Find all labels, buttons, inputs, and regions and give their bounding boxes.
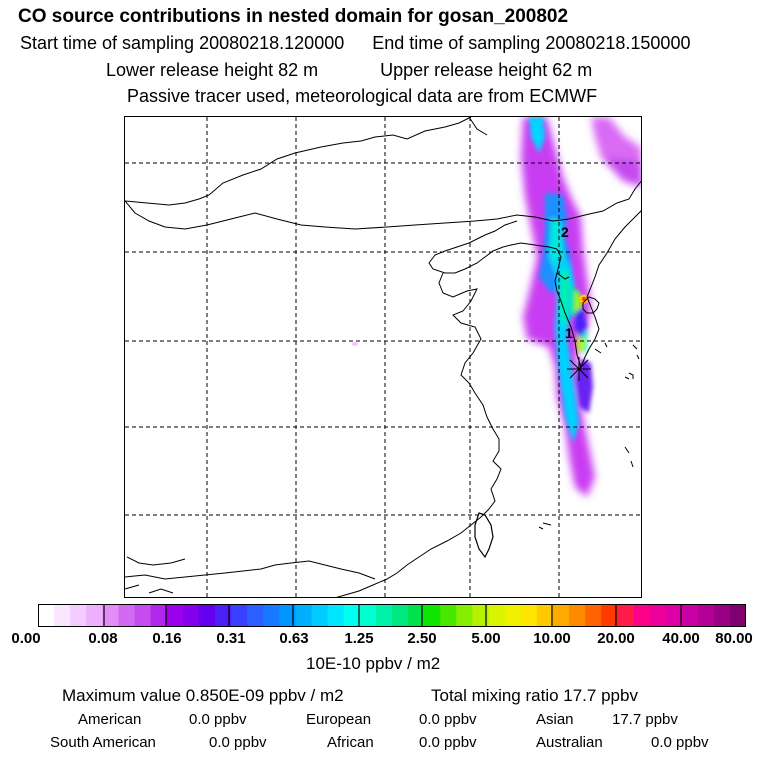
colorbar-swatch bbox=[536, 604, 554, 627]
colorbar-swatch bbox=[504, 604, 522, 627]
european-label: European bbox=[306, 711, 372, 728]
coastlines bbox=[125, 117, 641, 597]
colorbar-swatch bbox=[86, 604, 103, 627]
colorbar-swatch bbox=[327, 604, 345, 627]
colorbar-swatch bbox=[198, 604, 216, 627]
release-heights: Lower release height 82 m Upper release h… bbox=[106, 60, 768, 81]
map-canvas: 2 1 bbox=[125, 117, 641, 597]
trajectory-marker-2: 2 bbox=[561, 224, 569, 240]
colorbar-swatch bbox=[166, 604, 184, 627]
colorbar-swatch bbox=[231, 604, 248, 627]
lower-release-height: Lower release height 82 m bbox=[106, 60, 319, 80]
colorbar-swatch bbox=[729, 604, 747, 627]
tick-label: 0.08 bbox=[88, 630, 118, 647]
colorbar-swatch bbox=[392, 604, 409, 627]
colorbar bbox=[37, 604, 747, 627]
colorbar-swatch bbox=[649, 604, 667, 627]
colorbar-swatch bbox=[488, 604, 506, 627]
colorbar-swatch bbox=[633, 604, 650, 627]
colorbar-units: 10E-10 ppbv / m2 bbox=[306, 654, 441, 673]
colorbar-swatch bbox=[617, 604, 634, 627]
colorbar-swatch bbox=[263, 604, 280, 627]
colorbar-swatch bbox=[472, 604, 490, 627]
colorbar-swatch bbox=[215, 604, 232, 627]
start-sampling: Start time of sampling 20080218.120000 bbox=[20, 33, 345, 53]
colorbar-swatch bbox=[295, 604, 313, 627]
colorbar-swatch bbox=[279, 604, 296, 627]
tick-label: 10.00 bbox=[533, 630, 571, 647]
colorbar-swatch bbox=[247, 604, 264, 627]
lat-lon-grid bbox=[125, 117, 641, 597]
african-value: 0.0 ppbv bbox=[419, 734, 477, 751]
colorbar-swatch bbox=[552, 604, 570, 627]
colorbar-swatch bbox=[585, 604, 602, 627]
total-mixing-ratio: Total mixing ratio 17.7 ppbv bbox=[431, 686, 638, 705]
colorbar-swatch bbox=[601, 604, 618, 627]
colorbar-swatch bbox=[408, 604, 425, 627]
colorbar-ticks: 0.00 0.08 0.16 0.31 0.63 1.25 2.50 5.00 … bbox=[0, 630, 768, 650]
tick-label: 5.00 bbox=[471, 630, 501, 647]
tick-label: 40.00 bbox=[662, 630, 700, 647]
asterisk-icon bbox=[567, 357, 591, 381]
colorbar-swatch bbox=[134, 604, 152, 627]
colorbar-swatch bbox=[118, 604, 136, 627]
tick-label: 1.25 bbox=[344, 630, 374, 647]
page-title: CO source contributions in nested domain… bbox=[18, 6, 569, 27]
colorbar-swatch bbox=[520, 604, 538, 627]
map-panel: 2 1 bbox=[124, 116, 642, 598]
colorbar-swatch bbox=[70, 604, 87, 627]
colorbar-swatch bbox=[359, 604, 377, 627]
colorbar-swatch bbox=[456, 604, 473, 627]
colorbar-swatch bbox=[343, 604, 361, 627]
colorbar-border bbox=[38, 604, 746, 627]
tick-label: 0.16 bbox=[152, 630, 182, 647]
tick-label: 80.00 bbox=[715, 630, 753, 647]
tick-label: 20.00 bbox=[597, 630, 635, 647]
colorbar-swatch bbox=[440, 604, 457, 627]
colorbar-swatch bbox=[375, 604, 393, 627]
australian-value: 0.0 ppbv bbox=[651, 734, 709, 751]
colorbar-swatch bbox=[38, 604, 55, 627]
concentration-plume bbox=[352, 117, 641, 497]
colorbar-swatch bbox=[697, 604, 715, 627]
european-value: 0.0 ppbv bbox=[419, 711, 477, 728]
african-label: African bbox=[327, 734, 374, 751]
colorbar-swatch bbox=[665, 604, 683, 627]
tick-label: 0.31 bbox=[216, 630, 246, 647]
colorbar-swatches bbox=[37, 604, 747, 627]
colorbar-swatch bbox=[150, 604, 168, 627]
south-american-label: South American bbox=[50, 734, 156, 751]
american-value: 0.0 ppbv bbox=[189, 711, 247, 728]
colorbar-swatch bbox=[713, 604, 731, 627]
south-american-value: 0.0 ppbv bbox=[209, 734, 267, 751]
tick-label: 2.50 bbox=[407, 630, 437, 647]
asian-label: Asian bbox=[536, 711, 574, 728]
faint-spot bbox=[352, 342, 358, 346]
sampling-times: Start time of sampling 20080218.120000 En… bbox=[20, 33, 768, 54]
tick-label: 0.00 bbox=[11, 630, 41, 647]
american-label: American bbox=[78, 711, 142, 728]
tracer-info: Passive tracer used, meteorological data… bbox=[127, 86, 598, 106]
colorbar-swatch bbox=[54, 604, 71, 627]
australian-label: Australian bbox=[536, 734, 603, 751]
colorbar-swatch bbox=[102, 604, 119, 627]
colorbar-swatch bbox=[424, 604, 441, 627]
colorbar-swatch bbox=[681, 604, 699, 627]
maximum-value: Maximum value 0.850E-09 ppbv / m2 bbox=[62, 686, 344, 705]
asian-value: 17.7 ppbv bbox=[612, 711, 678, 728]
colorbar-swatch bbox=[311, 604, 329, 627]
end-sampling: End time of sampling 20080218.150000 bbox=[372, 33, 691, 53]
upper-release-height: Upper release height 62 m bbox=[380, 60, 593, 80]
tick-label: 0.63 bbox=[279, 630, 309, 647]
colorbar-swatch bbox=[569, 604, 586, 627]
colorbar-swatch bbox=[182, 604, 200, 627]
trajectory-marker-1: 1 bbox=[565, 325, 573, 341]
